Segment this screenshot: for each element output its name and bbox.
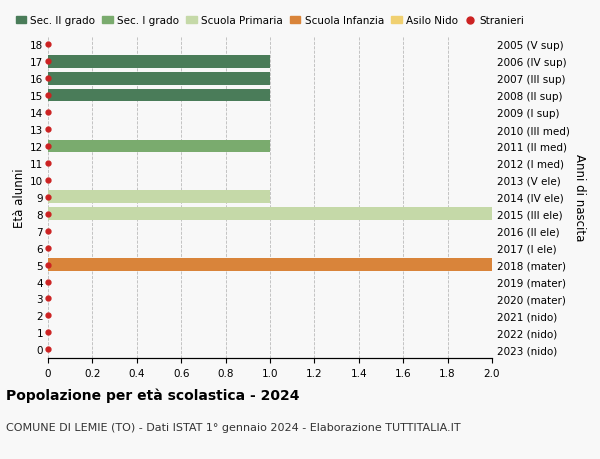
Legend: Sec. II grado, Sec. I grado, Scuola Primaria, Scuola Infanzia, Asilo Nido, Stran: Sec. II grado, Sec. I grado, Scuola Prim… (11, 12, 529, 30)
Bar (48, 208, 492, 221)
Text: Popolazione per età scolastica - 2024: Popolazione per età scolastica - 2024 (6, 388, 299, 403)
Y-axis label: Anni di nascita: Anni di nascita (574, 154, 586, 241)
Bar (48, 73, 270, 85)
Bar (48, 90, 270, 102)
Bar (48, 191, 270, 204)
Bar (48, 140, 270, 153)
Y-axis label: Età alunni: Età alunni (13, 168, 26, 227)
Bar (48, 56, 270, 68)
Bar (48, 259, 492, 271)
Text: COMUNE DI LEMIE (TO) - Dati ISTAT 1° gennaio 2024 - Elaborazione TUTTITALIA.IT: COMUNE DI LEMIE (TO) - Dati ISTAT 1° gen… (6, 422, 461, 432)
